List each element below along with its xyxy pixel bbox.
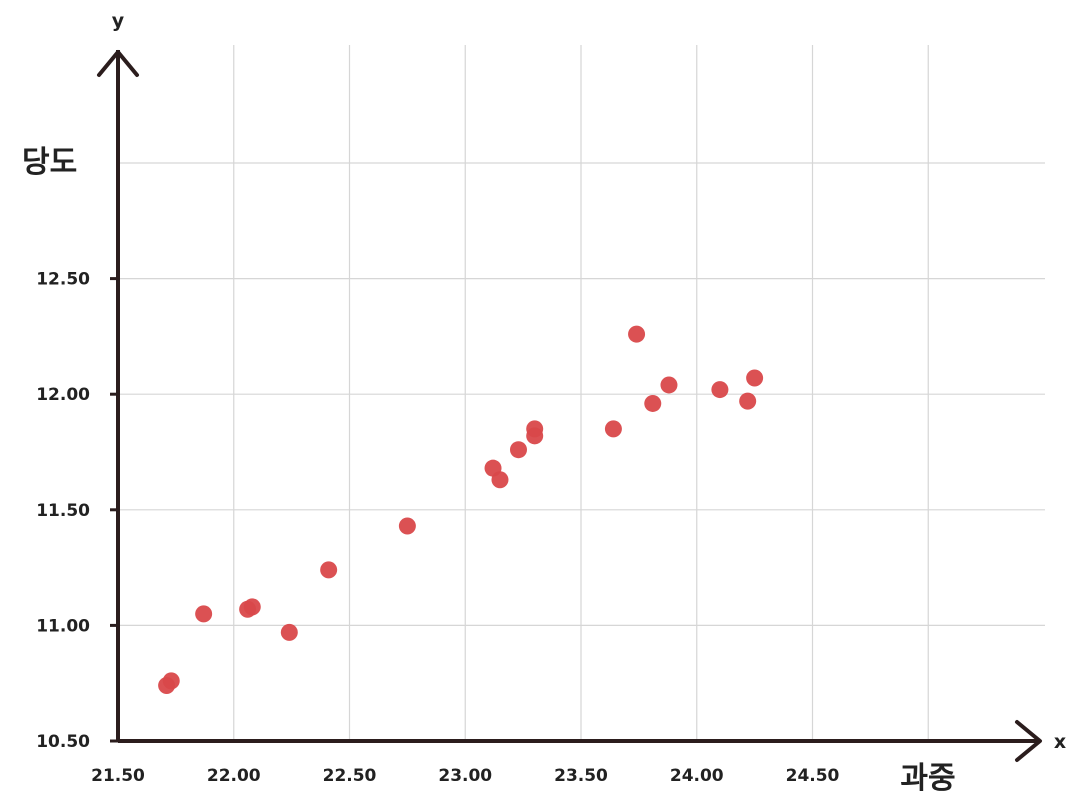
- y-axis-title: 당도: [22, 145, 77, 180]
- y-tick-label: 12.00: [36, 385, 90, 405]
- x-tick-labels: 21.50 22.00 22.50 23.00 23.50 24.00 24.50: [91, 766, 839, 786]
- data-point: [398, 517, 416, 535]
- data-point: [491, 471, 509, 489]
- data-points: [158, 325, 764, 695]
- data-point: [280, 623, 298, 641]
- data-point: [746, 369, 764, 387]
- data-point: [644, 394, 662, 412]
- x-tick-label: 23.50: [554, 766, 608, 786]
- data-point: [604, 420, 622, 438]
- data-point: [711, 381, 729, 399]
- data-point: [162, 672, 180, 690]
- x-tick-label: 21.50: [91, 766, 145, 786]
- data-point: [660, 376, 678, 394]
- y-axis-arrow: [97, 50, 139, 77]
- x-tick-label: 24.00: [670, 766, 724, 786]
- data-point: [243, 598, 261, 616]
- x-tick-label: 24.50: [786, 766, 840, 786]
- y-tick-label: 11.00: [36, 616, 90, 636]
- y-axis-letter: y: [112, 10, 125, 32]
- axes: [97, 50, 1042, 762]
- data-point: [509, 441, 527, 459]
- x-axis-letter: x: [1054, 731, 1066, 753]
- y-tick-label: 12.50: [36, 270, 90, 290]
- data-point: [526, 420, 544, 438]
- data-point: [195, 605, 213, 623]
- data-point: [628, 325, 646, 343]
- x-tick-label: 23.00: [438, 766, 492, 786]
- x-tick-label: 22.50: [323, 766, 377, 786]
- x-axis-title: 과중: [900, 761, 955, 796]
- data-point: [739, 392, 757, 410]
- y-tick-label: 10.50: [36, 732, 90, 752]
- y-tick-labels: 10.50 11.00 11.50 12.00 12.50: [36, 270, 118, 752]
- x-tick-label: 22.00: [207, 766, 261, 786]
- data-point: [320, 561, 338, 579]
- grid-lines: [118, 45, 1045, 741]
- x-axis-arrow: [1015, 720, 1042, 762]
- y-tick-label: 11.50: [36, 501, 90, 521]
